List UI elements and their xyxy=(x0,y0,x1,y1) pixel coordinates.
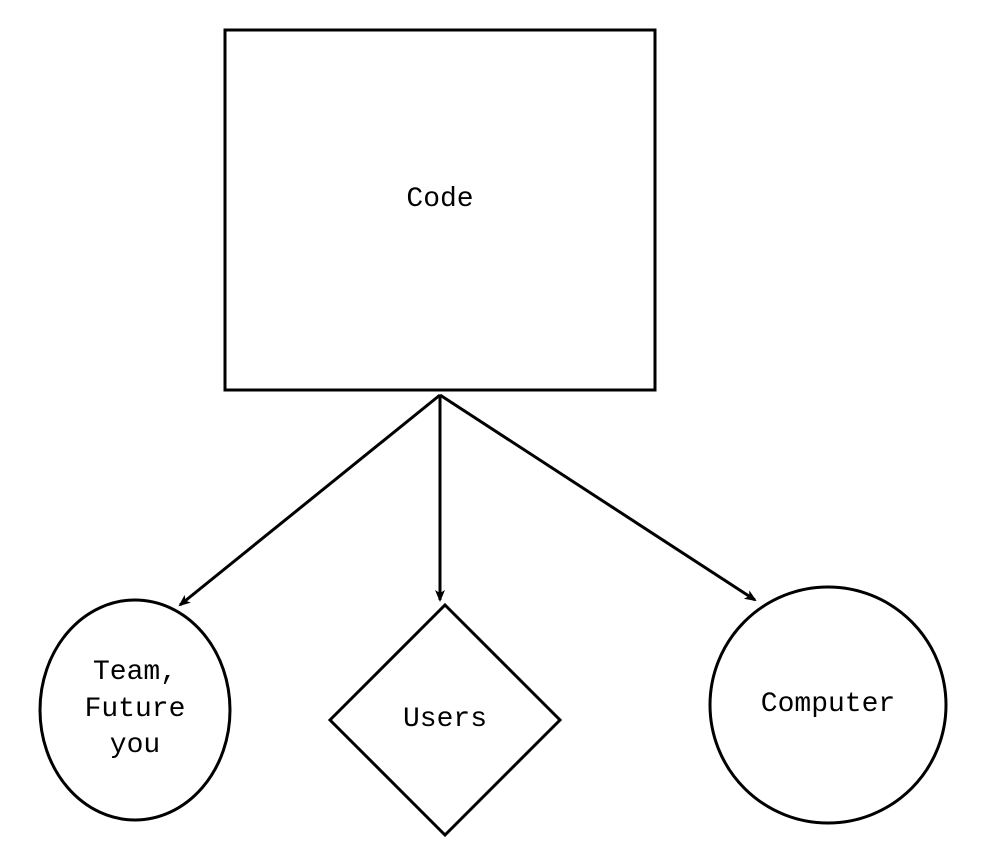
node-label-users: Users xyxy=(295,660,595,780)
edge-code-computer xyxy=(440,395,755,600)
node-label-team: Team, Future you xyxy=(0,650,285,770)
edges-group xyxy=(180,395,755,605)
node-label-computer: Computer xyxy=(678,645,978,765)
edge-code-team xyxy=(180,395,440,605)
node-label-code: Code xyxy=(290,140,590,260)
